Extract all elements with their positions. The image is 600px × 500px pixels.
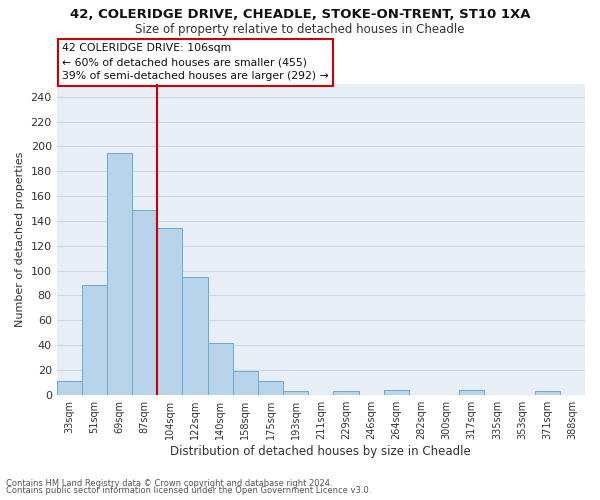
X-axis label: Distribution of detached houses by size in Cheadle: Distribution of detached houses by size … <box>170 444 471 458</box>
Bar <box>132 210 157 394</box>
Bar <box>258 381 283 394</box>
Text: Contains public sector information licensed under the Open Government Licence v3: Contains public sector information licen… <box>6 486 371 495</box>
Bar <box>535 391 560 394</box>
Bar <box>82 286 107 395</box>
Text: 42 COLERIDGE DRIVE: 106sqm
← 60% of detached houses are smaller (455)
39% of sem: 42 COLERIDGE DRIVE: 106sqm ← 60% of deta… <box>62 43 329 81</box>
Bar <box>459 390 484 394</box>
Bar <box>56 381 82 394</box>
Text: Contains HM Land Registry data © Crown copyright and database right 2024.: Contains HM Land Registry data © Crown c… <box>6 478 332 488</box>
Text: Size of property relative to detached houses in Cheadle: Size of property relative to detached ho… <box>135 22 465 36</box>
Bar <box>384 390 409 394</box>
Bar <box>182 277 208 394</box>
Bar <box>283 391 308 394</box>
Bar <box>157 228 182 394</box>
Bar <box>233 371 258 394</box>
Bar <box>208 342 233 394</box>
Y-axis label: Number of detached properties: Number of detached properties <box>15 152 25 327</box>
Bar <box>334 391 359 394</box>
Text: 42, COLERIDGE DRIVE, CHEADLE, STOKE-ON-TRENT, ST10 1XA: 42, COLERIDGE DRIVE, CHEADLE, STOKE-ON-T… <box>70 8 530 20</box>
Bar <box>107 152 132 394</box>
